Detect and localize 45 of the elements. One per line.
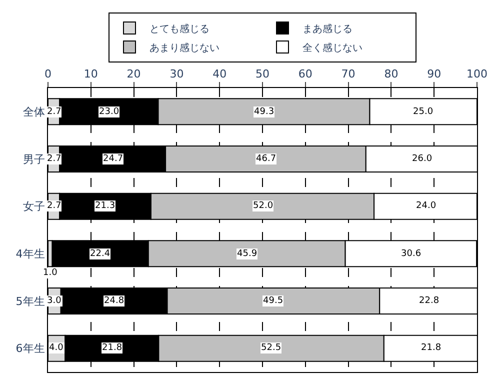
x-tick-label: 90 <box>427 68 442 81</box>
y-tick-label: 女子 <box>22 200 45 214</box>
x-tick-label: 10 <box>84 68 98 81</box>
data-label: 49.5 <box>263 296 284 306</box>
y-tick-label: 全体 <box>22 106 45 119</box>
data-label: 1.0 <box>43 268 58 278</box>
data-label: 24.7 <box>103 154 124 164</box>
y-tick-label: 5年生 <box>16 294 45 308</box>
x-tick-label: 60 <box>298 68 312 81</box>
x-tick-label: 40 <box>212 68 227 81</box>
x-tick-label: 0 <box>44 68 52 81</box>
x-tick-label: 20 <box>126 68 141 81</box>
legend-label: 全く感じない <box>302 42 362 54</box>
y-tick-label: 4年生 <box>16 248 45 261</box>
y-tick-label: 6年生 <box>16 342 45 356</box>
data-label: 21.3 <box>95 201 116 211</box>
data-label: 21.8 <box>421 343 442 353</box>
x-tick-label: 30 <box>170 68 184 81</box>
data-label: 46.7 <box>256 154 276 164</box>
x-tick-label: 50 <box>256 68 270 81</box>
legend-label: とても感じる <box>150 22 210 35</box>
data-label: 49.3 <box>254 107 274 117</box>
data-label: 4.0 <box>49 343 64 353</box>
data-label: 22.4 <box>90 249 110 259</box>
data-label: 21.8 <box>102 343 122 353</box>
x-tick-label: 70 <box>341 68 356 81</box>
data-label: 25.0 <box>413 107 434 117</box>
data-label: 2.7 <box>47 107 62 117</box>
y-tick-label: 男子 <box>22 152 45 166</box>
data-label: 23.0 <box>99 107 120 117</box>
data-label: 45.9 <box>237 249 258 259</box>
data-label: 26.0 <box>412 154 432 164</box>
data-label: 52.0 <box>253 201 274 211</box>
data-label: 22.8 <box>419 296 440 306</box>
data-label: 2.7 <box>47 154 62 164</box>
legend-label: あまり感じない <box>150 42 220 54</box>
data-label: 30.6 <box>401 249 422 259</box>
data-label: 24.8 <box>104 296 124 306</box>
data-label: 2.7 <box>47 201 62 211</box>
legend-label: まあ感じる <box>302 22 352 35</box>
data-label: 52.5 <box>261 343 282 353</box>
x-tick-label: 100 <box>466 68 488 81</box>
x-tick-label: 80 <box>384 68 398 81</box>
data-label: 24.0 <box>416 201 436 211</box>
data-label: 3.0 <box>47 296 62 306</box>
